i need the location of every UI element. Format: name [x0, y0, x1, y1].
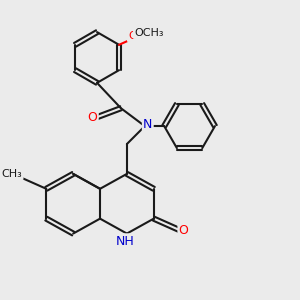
Text: O: O: [179, 224, 188, 237]
Text: OCH₃: OCH₃: [134, 28, 164, 38]
Text: O: O: [88, 111, 98, 124]
Text: NH: NH: [116, 235, 135, 248]
Text: CH₃: CH₃: [2, 169, 22, 179]
Text: O: O: [128, 31, 137, 41]
Text: N: N: [143, 118, 152, 131]
